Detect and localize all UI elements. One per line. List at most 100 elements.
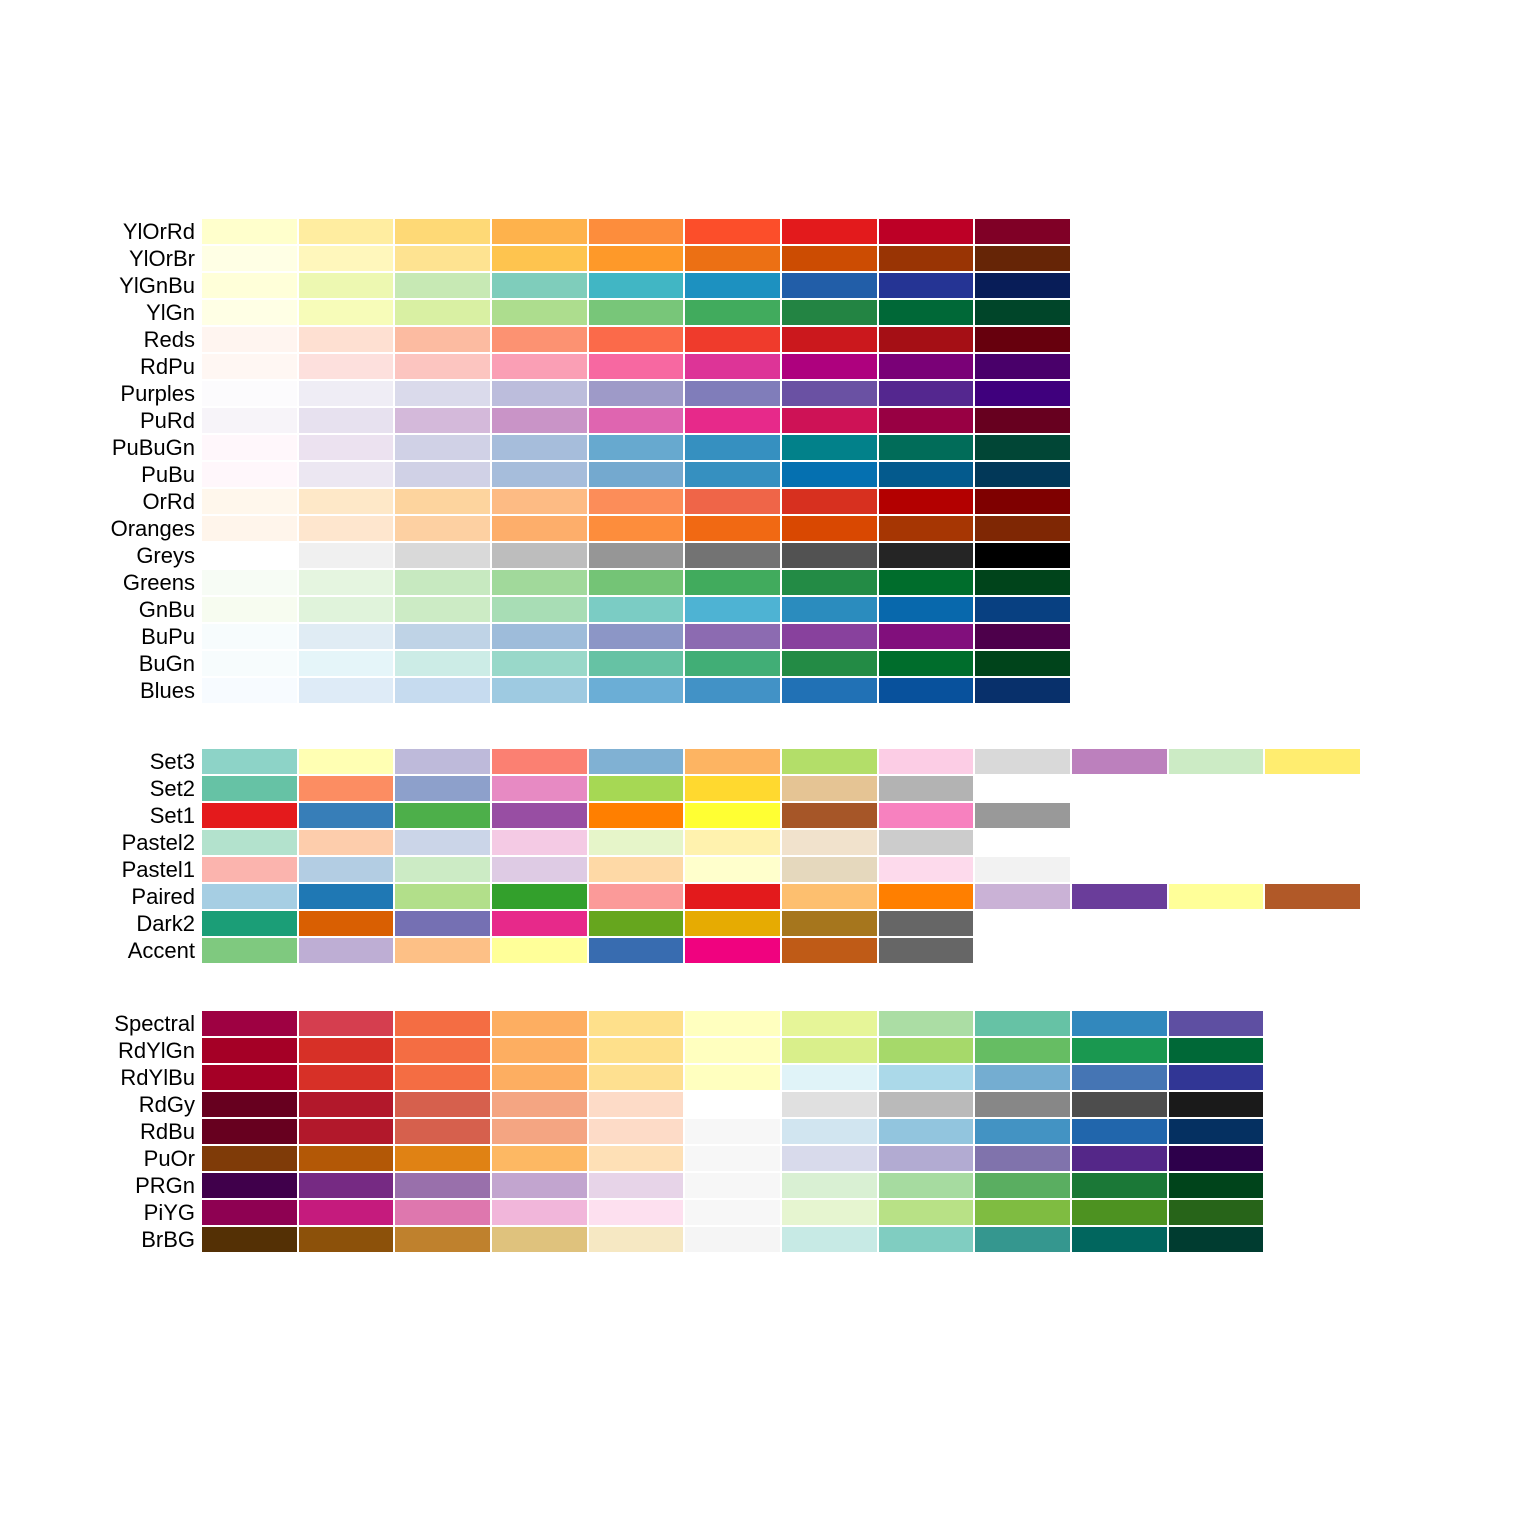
palette-label: Spectral	[0, 1010, 201, 1037]
color-swatch	[878, 272, 975, 299]
palette-label: Pastel2	[0, 829, 201, 856]
palette-row: Paired	[0, 883, 1536, 910]
color-swatch	[201, 515, 298, 542]
color-swatch	[588, 1010, 685, 1037]
color-swatch	[394, 650, 491, 677]
palette-group-qualitative: Set3Set2Set1Pastel2Pastel1PairedDark2Acc…	[0, 748, 1536, 964]
color-swatch	[684, 1172, 781, 1199]
palette-swatches	[201, 775, 974, 802]
color-swatch	[298, 1118, 395, 1145]
color-swatch	[201, 272, 298, 299]
color-swatch	[781, 461, 878, 488]
color-swatch	[201, 407, 298, 434]
palette-swatches	[201, 1037, 1264, 1064]
palette-row: RdYlBu	[0, 1064, 1536, 1091]
color-swatch	[298, 883, 395, 910]
color-swatch	[201, 245, 298, 272]
palette-swatches	[201, 650, 1071, 677]
color-swatch	[684, 802, 781, 829]
palette-row: Set2	[0, 775, 1536, 802]
color-swatch	[781, 1091, 878, 1118]
palette-label: PuBuGn	[0, 434, 201, 461]
color-swatch	[684, 1199, 781, 1226]
color-swatch	[491, 1118, 588, 1145]
palette-row: Greys	[0, 542, 1536, 569]
color-swatch	[878, 569, 975, 596]
color-swatch	[684, 461, 781, 488]
color-swatch	[201, 856, 298, 883]
palette-group-diverging: SpectralRdYlGnRdYlBuRdGyRdBuPuOrPRGnPiYG…	[0, 1010, 1536, 1253]
color-swatch	[491, 623, 588, 650]
color-swatch	[684, 272, 781, 299]
palette-swatches	[201, 1064, 1264, 1091]
color-swatch	[1264, 748, 1361, 775]
color-swatch	[781, 434, 878, 461]
palette-label: PuBu	[0, 461, 201, 488]
color-swatch	[394, 542, 491, 569]
color-swatch	[684, 407, 781, 434]
color-swatch	[298, 434, 395, 461]
palette-swatches	[201, 434, 1071, 461]
color-swatch	[298, 623, 395, 650]
palette-swatches	[201, 910, 974, 937]
color-swatch	[201, 677, 298, 704]
color-swatch	[1071, 1091, 1168, 1118]
color-swatch	[394, 272, 491, 299]
color-swatch	[298, 488, 395, 515]
palette-label: Dark2	[0, 910, 201, 937]
color-swatch	[201, 623, 298, 650]
color-swatch	[878, 407, 975, 434]
color-swatch	[781, 488, 878, 515]
palette-row: Pastel1	[0, 856, 1536, 883]
color-swatch	[974, 1010, 1071, 1037]
color-swatch	[781, 1226, 878, 1253]
color-swatch	[298, 937, 395, 964]
color-swatch	[684, 569, 781, 596]
color-swatch	[491, 802, 588, 829]
palette-row: Spectral	[0, 1010, 1536, 1037]
color-swatch	[491, 434, 588, 461]
color-swatch	[394, 775, 491, 802]
color-swatch	[588, 407, 685, 434]
color-swatch	[974, 407, 1071, 434]
color-swatch	[878, 937, 975, 964]
color-swatch	[781, 272, 878, 299]
color-swatch	[588, 218, 685, 245]
color-swatch	[878, 883, 975, 910]
color-swatch	[1071, 748, 1168, 775]
color-swatch	[878, 515, 975, 542]
color-swatch	[878, 1145, 975, 1172]
color-swatch	[781, 569, 878, 596]
color-swatch	[878, 1010, 975, 1037]
palette-label: YlGn	[0, 299, 201, 326]
color-swatch	[491, 1037, 588, 1064]
palette-label: RdPu	[0, 353, 201, 380]
color-swatch	[588, 1145, 685, 1172]
color-swatch	[1168, 1226, 1265, 1253]
palette-swatches	[201, 326, 1071, 353]
color-swatch	[1168, 1118, 1265, 1145]
palette-label: RdYlBu	[0, 1064, 201, 1091]
color-swatch	[201, 748, 298, 775]
color-swatch	[781, 1172, 878, 1199]
color-swatch	[1071, 1172, 1168, 1199]
color-swatch	[974, 245, 1071, 272]
color-swatch	[394, 407, 491, 434]
color-swatch	[1071, 1199, 1168, 1226]
color-swatch	[588, 596, 685, 623]
color-swatch	[781, 829, 878, 856]
color-swatch	[684, 380, 781, 407]
palette-swatches	[201, 299, 1071, 326]
palette-row: RdYlGn	[0, 1037, 1536, 1064]
color-swatch	[394, 569, 491, 596]
color-swatch	[201, 1010, 298, 1037]
palette-row: PuOr	[0, 1145, 1536, 1172]
color-swatch	[974, 1118, 1071, 1145]
palette-row: Purples	[0, 380, 1536, 407]
palette-label: RdBu	[0, 1118, 201, 1145]
color-swatch	[684, 326, 781, 353]
color-swatch	[394, 380, 491, 407]
palette-row: Pastel2	[0, 829, 1536, 856]
color-swatch	[974, 802, 1071, 829]
color-swatch	[974, 542, 1071, 569]
